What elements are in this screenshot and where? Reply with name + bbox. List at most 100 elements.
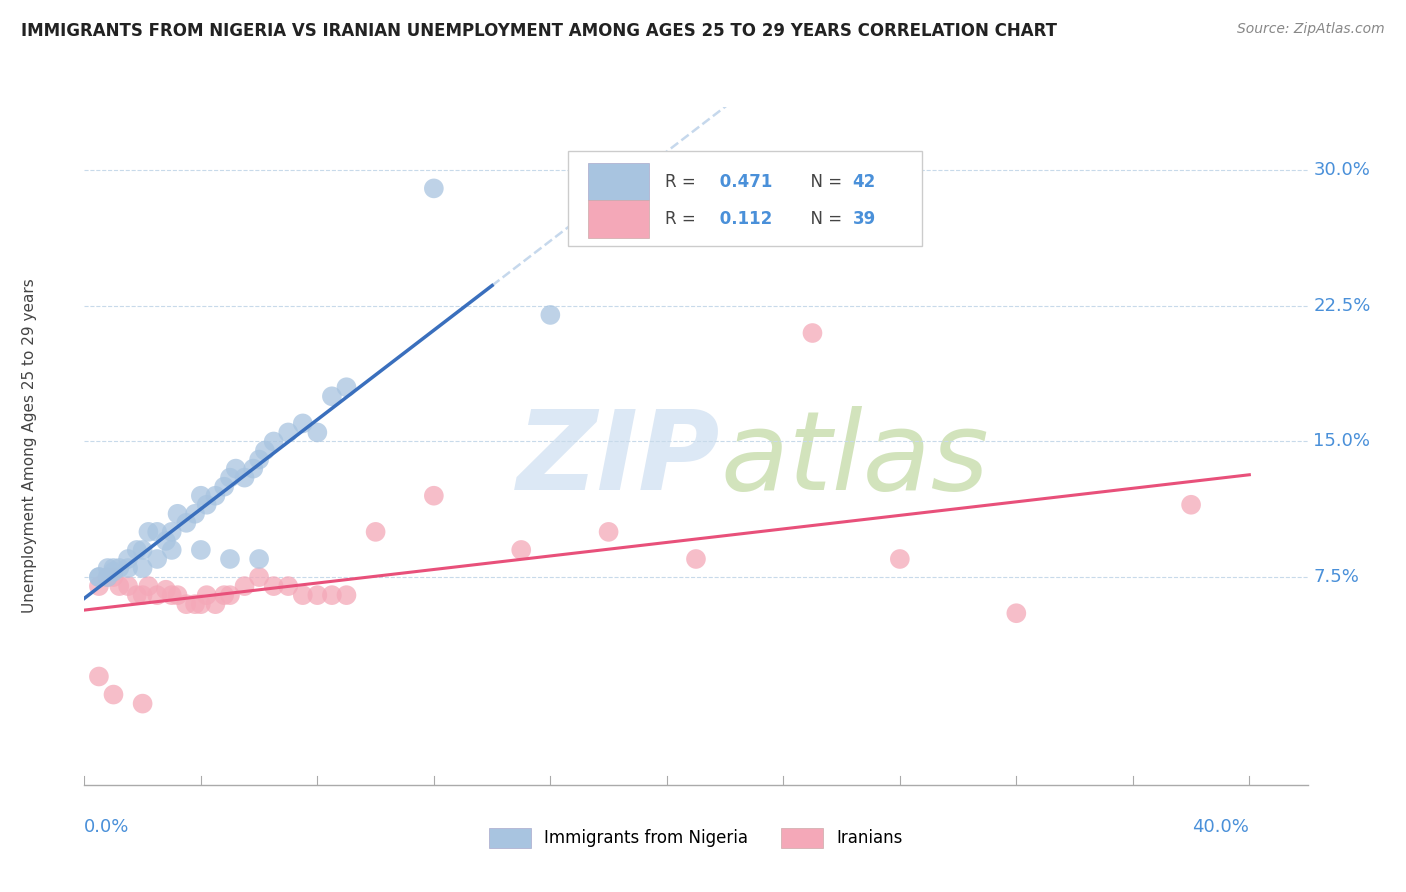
- Point: [174, 516, 197, 530]
- Point: [253, 443, 276, 458]
- Point: [108, 579, 131, 593]
- Point: [801, 326, 824, 340]
- Point: [190, 543, 212, 558]
- Text: R =: R =: [665, 173, 702, 191]
- Point: [103, 561, 125, 575]
- Point: [247, 570, 270, 584]
- Point: [263, 579, 285, 593]
- Point: [364, 524, 387, 539]
- Point: [247, 552, 270, 566]
- Point: [321, 588, 343, 602]
- Point: [87, 669, 110, 683]
- Point: [685, 552, 707, 566]
- Point: [307, 588, 329, 602]
- Text: 0.112: 0.112: [714, 210, 772, 227]
- Point: [155, 533, 177, 548]
- Text: 39: 39: [852, 210, 876, 227]
- Point: [335, 380, 357, 394]
- Point: [233, 579, 256, 593]
- Point: [155, 582, 177, 597]
- Text: 15.0%: 15.0%: [1313, 433, 1371, 450]
- Point: [160, 588, 183, 602]
- Point: [291, 417, 314, 431]
- Point: [97, 570, 120, 584]
- Legend: Immigrants from Nigeria, Iranians: Immigrants from Nigeria, Iranians: [482, 821, 910, 855]
- Text: N =: N =: [800, 210, 848, 227]
- Point: [117, 561, 139, 575]
- Text: IMMIGRANTS FROM NIGERIA VS IRANIAN UNEMPLOYMENT AMONG AGES 25 TO 29 YEARS CORREL: IMMIGRANTS FROM NIGERIA VS IRANIAN UNEMP…: [21, 22, 1057, 40]
- Point: [212, 480, 235, 494]
- Point: [321, 389, 343, 403]
- Point: [335, 588, 357, 602]
- Point: [184, 507, 207, 521]
- Point: [1180, 498, 1202, 512]
- Point: [103, 565, 125, 579]
- Point: [190, 597, 212, 611]
- Point: [219, 588, 242, 602]
- Text: 42: 42: [852, 173, 876, 191]
- Text: R =: R =: [665, 210, 702, 227]
- Point: [97, 570, 120, 584]
- Point: [160, 543, 183, 558]
- Point: [97, 561, 120, 575]
- Point: [131, 561, 153, 575]
- Point: [125, 588, 148, 602]
- Point: [212, 588, 235, 602]
- Point: [146, 588, 169, 602]
- Point: [277, 579, 299, 593]
- Point: [538, 308, 561, 322]
- FancyBboxPatch shape: [588, 200, 650, 237]
- Point: [277, 425, 299, 440]
- Point: [138, 579, 160, 593]
- Point: [131, 588, 153, 602]
- Text: atlas: atlas: [720, 406, 988, 513]
- Text: Unemployment Among Ages 25 to 29 years: Unemployment Among Ages 25 to 29 years: [22, 278, 37, 614]
- Point: [103, 570, 125, 584]
- Point: [307, 425, 329, 440]
- FancyBboxPatch shape: [588, 163, 650, 200]
- Point: [242, 461, 264, 475]
- Text: N =: N =: [800, 173, 848, 191]
- Point: [423, 181, 446, 195]
- Point: [219, 470, 242, 484]
- Point: [291, 588, 314, 602]
- Text: 7.5%: 7.5%: [1313, 568, 1360, 586]
- Point: [103, 688, 125, 702]
- Point: [138, 524, 160, 539]
- Point: [108, 561, 131, 575]
- Point: [423, 489, 446, 503]
- Point: [160, 524, 183, 539]
- Point: [146, 524, 169, 539]
- Text: 0.0%: 0.0%: [84, 817, 129, 836]
- Point: [195, 498, 218, 512]
- Point: [166, 507, 188, 521]
- Text: 40.0%: 40.0%: [1192, 817, 1250, 836]
- Point: [225, 461, 247, 475]
- Text: 30.0%: 30.0%: [1313, 161, 1371, 179]
- Point: [146, 552, 169, 566]
- Point: [87, 570, 110, 584]
- Point: [889, 552, 911, 566]
- Point: [204, 597, 226, 611]
- Point: [87, 579, 110, 593]
- Point: [247, 452, 270, 467]
- Point: [117, 579, 139, 593]
- Text: Source: ZipAtlas.com: Source: ZipAtlas.com: [1237, 22, 1385, 37]
- Point: [117, 552, 139, 566]
- Point: [204, 489, 226, 503]
- Point: [598, 524, 620, 539]
- Point: [233, 470, 256, 484]
- Point: [131, 697, 153, 711]
- Point: [174, 597, 197, 611]
- Point: [166, 588, 188, 602]
- Point: [87, 570, 110, 584]
- Point: [184, 597, 207, 611]
- Point: [1005, 606, 1028, 620]
- Point: [263, 434, 285, 449]
- FancyBboxPatch shape: [568, 151, 922, 246]
- Text: 0.471: 0.471: [714, 173, 773, 191]
- Point: [190, 489, 212, 503]
- Point: [510, 543, 533, 558]
- Point: [219, 552, 242, 566]
- Point: [131, 543, 153, 558]
